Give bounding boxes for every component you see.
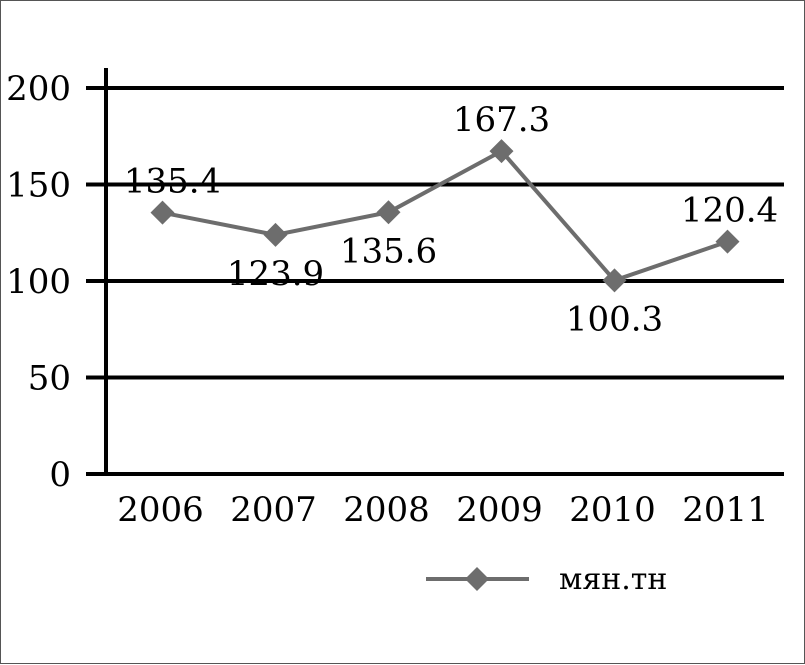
- y-tick-labels: 0 50 100 150 200: [6, 69, 71, 495]
- x-tick-label-2009: 2009: [456, 490, 543, 530]
- data-point-2009: [489, 139, 514, 164]
- y-tick-label-0: 0: [49, 455, 71, 495]
- y-tick-label-50: 50: [28, 359, 71, 399]
- grid-lines: [86, 86, 784, 380]
- series: [150, 139, 740, 293]
- data-point-2008: [376, 200, 401, 225]
- x-tick-label-2008: 2008: [343, 490, 430, 530]
- data-label-2006: 135.4: [124, 162, 221, 202]
- x-tick-label-2006: 2006: [117, 490, 204, 530]
- x-tick-label-2011: 2011: [682, 490, 769, 530]
- series-line-0: [162, 148, 729, 283]
- data-point-2007: [263, 222, 288, 247]
- x-tick-label-2010: 2010: [569, 490, 656, 530]
- legend: мян.тн: [426, 562, 667, 597]
- axes: [86, 68, 784, 476]
- y-tick-label-200: 200: [6, 69, 71, 109]
- y-tick-label-150: 150: [6, 166, 71, 206]
- data-labels: 135.4 123.9 135.6 167.3 100.3 120.4: [124, 100, 778, 339]
- x-tick-label-2007: 2007: [230, 490, 317, 530]
- x-tick-labels: 2006 2007 2008 2009 2010 2011: [117, 490, 769, 530]
- data-label-2008: 135.6: [340, 231, 437, 271]
- legend-label: мян.тн: [559, 562, 667, 597]
- data-point-2011: [715, 229, 740, 254]
- data-label-2009: 167.3: [453, 100, 550, 140]
- data-point-2010: [602, 268, 627, 293]
- data-point-2006: [150, 200, 175, 225]
- y-tick-label-100: 100: [6, 262, 71, 302]
- data-label-2010: 100.3: [566, 299, 663, 339]
- data-label-2011: 120.4: [681, 191, 778, 231]
- legend-marker: [465, 567, 489, 591]
- data-label-2007: 123.9: [227, 254, 324, 294]
